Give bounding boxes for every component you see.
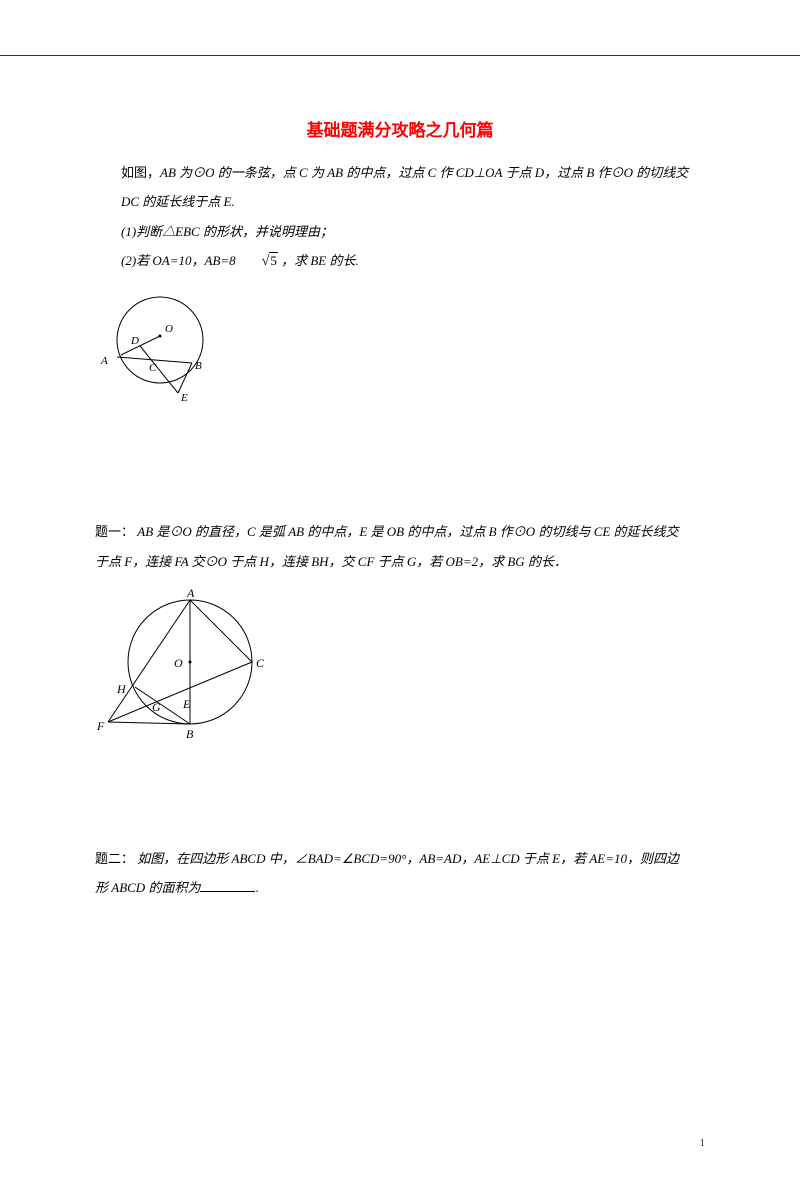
circle-diagram-2: A O C H G E F B [95,587,280,745]
problem-2-line2: 形 ABCD 的面积为. [95,874,705,901]
line-OA-partial [121,336,160,355]
problem-label: 题一： [95,524,134,539]
line-DE [140,346,178,393]
label-E: E [180,392,188,404]
label-C2: C [256,656,265,670]
label-G: G [152,700,161,714]
label-C: C [149,362,157,374]
diagram-2: A O C H G E F B [95,587,705,750]
spacer-2 [95,760,705,845]
document-page: 基础题满分攻略之几何篇 如图，AB 为⊙O 的一条弦，点 C 为 AB 的中点，… [0,55,800,943]
label-A: A [100,355,108,367]
label-A2: A [186,587,195,600]
label-O2: O [174,656,183,670]
question-2: (2)若 OA=10，AB=8 5 ，求 BE 的长. [95,247,705,276]
text: 于点 F，连接 FA 交⊙O 于点 H，连接 BH，交 CF 于点 G，若 OB… [95,554,567,569]
circle-diagram-1: O D A C B E [95,288,225,408]
problem-label-2: 题二： [95,851,134,866]
page-number: 1 [700,1137,706,1149]
problem-1-line1: 题一： AB 是⊙O 的直径，C 是弧 AB 的中点，E 是 OB 的中点，过点… [95,518,705,545]
label-E2: E [182,697,191,711]
label-F: F [96,719,105,733]
spacer [95,423,705,518]
text-pre: (2)若 OA=10，AB=8 [121,253,236,268]
label-D: D [130,335,139,347]
line-AC [190,600,252,662]
text: (1)判断△EBC 的形状，并说明理由； [121,224,333,239]
page-title: 基础题满分攻略之几何篇 [95,116,705,141]
question-1: (1)判断△EBC 的形状，并说明理由； [95,218,705,245]
line-CF [108,662,252,722]
intro-line1: 如图，AB 为⊙O 的一条弦，点 C 为 AB 的中点，过点 C 作 CD⊥OA… [95,159,705,186]
problem-1-line2: 于点 F，连接 FA 交⊙O 于点 H，连接 BH，交 CF 于点 G，若 OB… [95,548,705,575]
text: 如图，在四边形 ABCD 中，∠BAD=∠BCD=90°，AB=AD，AE⊥CD… [134,851,679,866]
text: AB 是⊙O 的直径，C 是弧 AB 的中点，E 是 OB 的中点，过点 B 作… [134,524,679,539]
sqrt-value: 5 [269,252,278,268]
label-O: O [165,323,173,335]
label-B2: B [186,727,194,741]
text: DC 的延长线于点 E. [121,194,235,209]
line-BH [135,687,190,724]
sqrt-icon: 5 [236,247,278,276]
text-pre: 形 ABCD 的面积为 [95,880,200,895]
text: AB 为⊙O 的一条弦，点 C 为 AB 的中点，过点 C 作 CD⊥OA 于点… [160,165,688,180]
problem-2-line1: 题二： 如图，在四边形 ABCD 中，∠BAD=∠BCD=90°，AB=AD，A… [95,845,705,872]
text: 如图， [121,165,160,180]
label-B: B [195,360,202,372]
fill-blank [200,879,255,892]
label-H: H [116,682,127,696]
text-post: . [255,880,258,895]
text-post: ，求 BE 的长. [278,253,359,268]
diagram-1: O D A C B E [95,288,705,413]
intro-line2: DC 的延长线于点 E. [95,188,705,215]
